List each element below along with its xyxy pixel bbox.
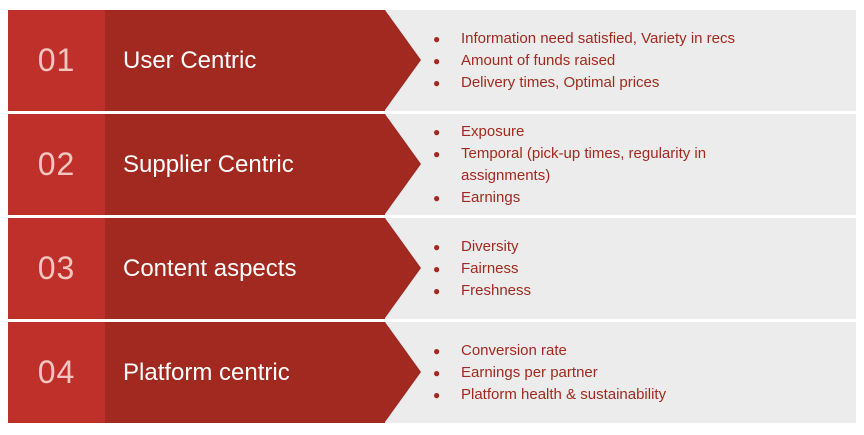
bullet-list: ● Information need satisfied, Variety in … [433,10,833,111]
bullet-list: ● Diversity ● Fairness ● Freshness [433,218,833,319]
list-item: ● Earnings [433,187,753,209]
row-user-centric: 01 User Centric ● Information need satisf… [8,10,856,111]
row-title: User Centric [123,46,257,74]
list-item: ● Earnings per partner [433,362,833,384]
row-supplier-centric: 02 Supplier Centric ● Exposure ● Temporal … [8,114,856,215]
list-item-text: Fairness [461,259,519,277]
bullet-icon: ● [433,365,441,380]
list-item-text: Temporal (pick-up times, regularity in a… [461,144,707,184]
list-item: ● Freshness [433,280,833,302]
number-block [8,218,105,319]
bullet-icon: ● [433,31,441,46]
list-item: ● Conversion rate [433,340,833,362]
arrow-shape [385,218,421,318]
list-item-text: Earnings per partner [461,363,598,381]
row-number: 02 [37,146,76,182]
list-item: ● Exposure [433,121,753,143]
list-item-text: Diversity [461,237,519,255]
row-number: 01 [37,42,76,78]
list-item-text: Delivery times, Optimal prices [461,73,660,91]
title-block [105,218,385,319]
list-item-text: Platform health & sustainability [461,385,667,403]
bullet-icon: ● [433,343,441,358]
row-title: Supplier Centric [123,150,294,178]
arrow-shape [385,114,421,214]
number-block [8,322,105,423]
bullet-icon: ● [433,283,441,298]
row-title: Platform centric [123,358,290,386]
list-item-text: Amount of funds raised [461,51,616,69]
bullet-icon: ● [433,261,441,276]
bullet-icon: ● [433,75,441,90]
number-block [8,114,105,215]
list-item: ● Information need satisfied, Variety in … [433,28,833,50]
list-item: ● Platform health & sustainability [433,384,833,406]
bullet-icon: ● [433,146,441,161]
list-item: ● Delivery times, Optimal prices [433,72,833,94]
arrow-shape [385,322,421,422]
bullet-icon: ● [433,190,441,205]
title-block [105,114,385,215]
row-content-aspects: 03 Content aspects ● Diversity ● Fairness … [8,218,856,319]
list-item: ● Temporal (pick-up times, regularity in … [433,143,753,187]
number-block [8,10,105,111]
bullet-icon: ● [433,387,441,402]
bullet-icon: ● [433,53,441,68]
list-item-text: Freshness [461,281,532,299]
list-item-text: Earnings [461,188,521,206]
list-item-text: Conversion rate [461,341,567,359]
list-item: ● Fairness [433,258,833,280]
row-number: 03 [37,250,76,286]
title-block [105,10,385,111]
bullet-icon: ● [433,239,441,254]
bullet-icon: ● [433,124,441,139]
list-item: ● Diversity [433,236,833,258]
list-item: ● Amount of funds raised [433,50,833,72]
row-title: Content aspects [123,254,297,282]
list-item-text: Exposure [461,122,525,140]
bullet-list: ● Exposure ● Temporal (pick-up times, regu… [433,114,753,215]
row-number: 04 [37,354,76,390]
bullet-list: ● Conversion rate ● Earnings per partner ●… [433,322,833,423]
list-item-text: Information need satisfied, Variety in r… [461,29,736,47]
arrow-shape [385,10,421,110]
title-block [105,322,385,423]
row-platform-centric: 04 Platform centric ● Conversion rate ● Ea… [8,322,856,423]
